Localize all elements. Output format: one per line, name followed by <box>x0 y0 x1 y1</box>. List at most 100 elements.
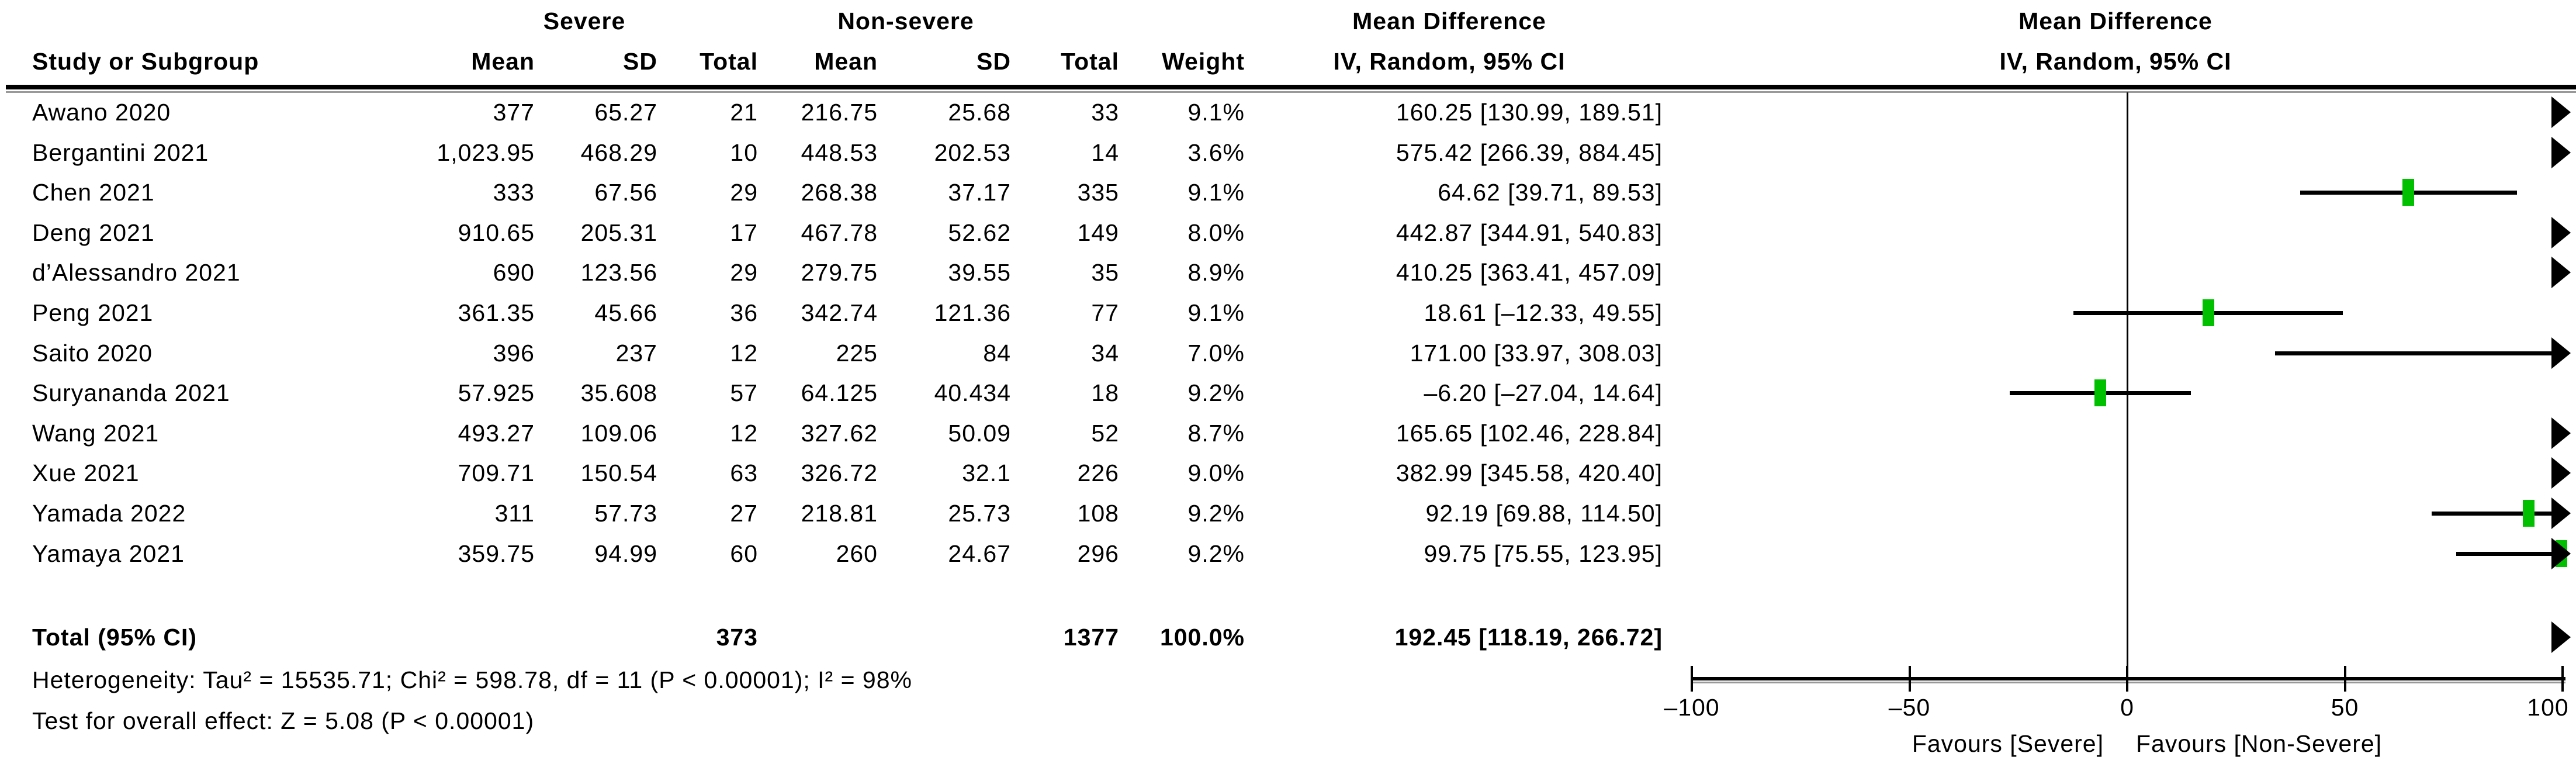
col-header-severe-total: Total <box>700 48 758 75</box>
severe-sd: 205.31 <box>580 219 657 246</box>
axis-tick-label: –50 <box>1888 694 1931 721</box>
nonsevere-total: 149 <box>1077 219 1119 246</box>
ci-text: 99.75 [75.55, 123.95] <box>1424 540 1663 567</box>
axis-tick <box>2561 666 2564 692</box>
col-header-severe-mean: Mean <box>471 48 535 75</box>
severe-total: 27 <box>730 500 758 527</box>
nonsevere-mean: 216.75 <box>801 99 878 126</box>
weight: 3.6% <box>1187 139 1245 166</box>
nonsevere-total: 335 <box>1077 179 1119 206</box>
nonsevere-sd: 52.62 <box>948 219 1011 246</box>
severe-mean: 333 <box>493 179 535 206</box>
arrow-right-icon <box>2551 257 2571 289</box>
col-header-study: Study or Subgroup <box>32 48 259 75</box>
study-name: Yamaya 2021 <box>32 540 185 567</box>
severe-mean: 910.65 <box>458 219 535 246</box>
nonsevere-sd: 25.68 <box>948 99 1011 126</box>
arrow-right-icon <box>2551 457 2571 489</box>
total-severe-total: 373 <box>716 624 758 651</box>
point-marker <box>2522 500 2535 527</box>
severe-mean: 396 <box>493 339 535 367</box>
study-row: Wang 2021 493.27 109.06 12 327.62 50.09 52 8.7%… <box>0 413 2576 453</box>
nonsevere-sd: 40.434 <box>934 379 1011 407</box>
weight: 8.7% <box>1187 419 1245 447</box>
md-text-subtitle: IV, Random, 95% CI <box>1333 48 1566 75</box>
md-plot-title: Mean Difference <box>2018 8 2213 34</box>
study-name: d’Alessandro 2021 <box>32 259 241 286</box>
study-name: Peng 2021 <box>32 299 154 326</box>
arrow-right-icon <box>2551 216 2571 248</box>
nonsevere-sd: 24.67 <box>948 540 1011 567</box>
severe-total: 29 <box>730 259 758 286</box>
arrow-right-icon <box>2551 621 2571 653</box>
nonsevere-mean: 268.38 <box>801 179 878 206</box>
study-row: Peng 2021 361.35 45.66 36 342.74 121.36 77 9.1%… <box>0 293 2576 333</box>
point-marker <box>2094 379 2106 407</box>
ci-text: 18.61 [–12.33, 49.55] <box>1424 299 1663 326</box>
col-header-nonsevere-total: Total <box>1061 48 1119 75</box>
axis-tick-label: 100 <box>2527 694 2569 721</box>
group-header-severe: Severe <box>543 8 626 34</box>
nonsevere-mean: 448.53 <box>801 139 878 166</box>
col-header-nonsevere-sd: SD <box>977 48 1011 75</box>
severe-total: 21 <box>730 99 758 126</box>
weight: 9.2% <box>1187 379 1245 407</box>
severe-total: 36 <box>730 299 758 326</box>
group-header-nonsevere: Non-severe <box>837 8 974 34</box>
arrow-right-icon <box>2551 497 2571 529</box>
nonsevere-sd: 84 <box>983 339 1011 367</box>
severe-mean: 493.27 <box>458 419 535 447</box>
total-label: Total (95% CI) <box>32 624 198 651</box>
nonsevere-mean: 327.62 <box>801 419 878 447</box>
weight: 9.1% <box>1187 179 1245 206</box>
nonsevere-sd: 32.1 <box>962 459 1011 487</box>
nonsevere-total: 14 <box>1091 139 1119 166</box>
nonsevere-total: 34 <box>1091 339 1119 367</box>
nonsevere-sd: 121.36 <box>934 299 1011 326</box>
heterogeneity-note: Heterogeneity: Tau² = 15535.71; Chi² = 5… <box>32 666 912 693</box>
study-row: Yamaya 2021 359.75 94.99 60 260 24.67 296 9.2% 9… <box>0 534 2576 573</box>
nonsevere-mean: 279.75 <box>801 259 878 286</box>
nonsevere-total: 18 <box>1091 379 1119 407</box>
severe-sd: 67.56 <box>594 179 657 206</box>
weight: 7.0% <box>1187 339 1245 367</box>
severe-mean: 361.35 <box>458 299 535 326</box>
severe-mean: 359.75 <box>458 540 535 567</box>
severe-mean: 1,023.95 <box>437 139 535 166</box>
study-row: Yamada 2022 311 57.73 27 218.81 25.73 108 9.2% 9… <box>0 493 2576 533</box>
col-header-severe-sd: SD <box>623 48 657 75</box>
nonsevere-mean: 64.125 <box>801 379 878 407</box>
axis-tick <box>1908 666 1911 692</box>
severe-total: 12 <box>730 339 758 367</box>
weight: 8.0% <box>1187 219 1245 246</box>
study-row: Chen 2021 333 67.56 29 268.38 37.17 335 9.1% 64.… <box>0 172 2576 212</box>
study-name: Xue 2021 <box>32 459 140 487</box>
nonsevere-sd: 37.17 <box>948 179 1011 206</box>
col-header-nonsevere-mean: Mean <box>814 48 878 75</box>
arrow-right-icon <box>2551 537 2571 569</box>
nonsevere-sd: 50.09 <box>948 419 1011 447</box>
severe-total: 10 <box>730 139 758 166</box>
ci-text: 442.87 [344.91, 540.83] <box>1396 219 1663 246</box>
nonsevere-total: 52 <box>1091 419 1119 447</box>
nonsevere-mean: 260 <box>836 540 878 567</box>
severe-total: 17 <box>730 219 758 246</box>
nonsevere-sd: 39.55 <box>948 259 1011 286</box>
nonsevere-sd: 25.73 <box>948 500 1011 527</box>
point-marker <box>2402 179 2415 206</box>
nonsevere-total: 296 <box>1077 540 1119 567</box>
favours-right-label: Favours [Non-Severe] <box>2136 730 2383 757</box>
x-axis-line <box>1692 677 2565 680</box>
nonsevere-total: 35 <box>1091 259 1119 286</box>
severe-total: 12 <box>730 419 758 447</box>
x-axis-line-shadow <box>1692 682 2565 683</box>
severe-sd: 94.99 <box>594 540 657 567</box>
ci-text: 410.25 [363.41, 457.09] <box>1396 259 1663 286</box>
nonsevere-mean: 225 <box>836 339 878 367</box>
zero-line <box>2127 92 2128 679</box>
weight: 9.1% <box>1187 299 1245 326</box>
study-row: Saito 2020 396 237 12 225 84 34 7.0% 171.00 [33.… <box>0 333 2576 373</box>
study-name: Saito 2020 <box>32 339 153 367</box>
ci-line <box>2275 351 2553 355</box>
